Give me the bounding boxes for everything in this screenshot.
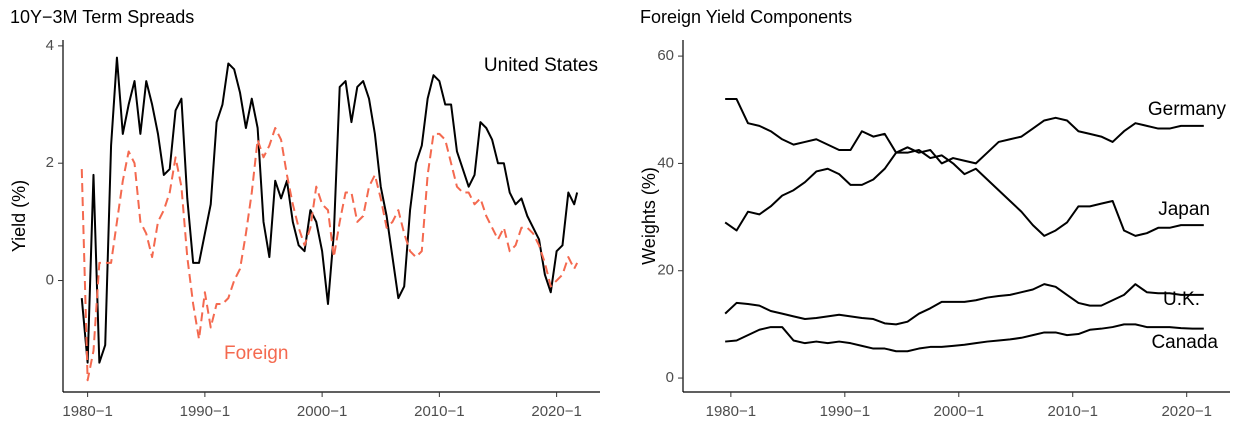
- y-axis-label: Weights (%): [639, 167, 659, 265]
- series-line: [725, 323, 1204, 353]
- series-label: Japan: [1158, 199, 1210, 220]
- y-tick-label: 20: [657, 262, 674, 279]
- x-tick-label: 2000−1: [297, 403, 347, 420]
- y-tick-label: 0: [46, 272, 54, 289]
- panel-title: 10Y−3M Term Spreads: [10, 7, 194, 27]
- y-tick-label: 60: [657, 47, 674, 64]
- y-tick-label: 4: [46, 37, 54, 54]
- series-line: [724, 149, 1204, 237]
- series-line: [80, 127, 579, 382]
- x-tick-label: 2000−1: [934, 403, 984, 420]
- y-tick-label: 2: [46, 154, 54, 171]
- x-tick-label: 1990−1: [820, 403, 870, 420]
- series-label: Foreign: [224, 343, 288, 364]
- series-line: [724, 283, 1204, 326]
- x-tick-label: 2020−1: [531, 403, 581, 420]
- series-label: Canada: [1151, 332, 1218, 353]
- x-tick-label: 1980−1: [62, 403, 112, 420]
- y-tick-label: 0: [666, 369, 674, 386]
- x-tick-label: 2010−1: [1047, 403, 1097, 420]
- series-line: [80, 56, 579, 364]
- series-label: U.K.: [1163, 289, 1200, 310]
- x-tick-label: 2020−1: [1161, 403, 1211, 420]
- series-label: United States: [484, 55, 598, 76]
- x-tick-label: 1990−1: [180, 403, 230, 420]
- x-tick-label: 1980−1: [706, 403, 756, 420]
- y-tick-label: 40: [657, 154, 674, 171]
- y-axis-label: Yield (%): [9, 180, 29, 252]
- x-tick-label: 2010−1: [414, 403, 464, 420]
- panel-title: Foreign Yield Components: [640, 7, 852, 27]
- series-label: Germany: [1148, 99, 1227, 120]
- series-line: [725, 98, 1204, 165]
